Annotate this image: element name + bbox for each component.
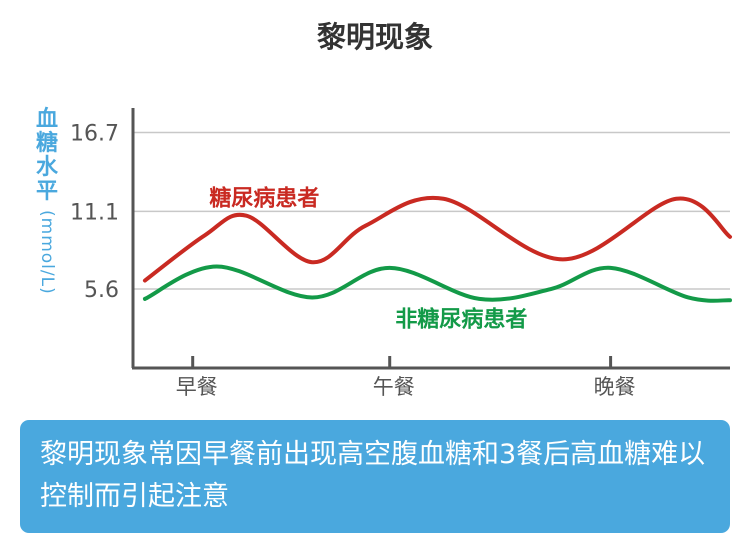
y-axis-label: 血糖水平 (mmol/L) xyxy=(34,108,60,295)
series-label-2: 非糖尿病患者 xyxy=(395,307,527,333)
axis-layer xyxy=(131,108,730,370)
y-axis-unit: (mmol/L) xyxy=(37,210,57,295)
y-tick-label: 5.6 xyxy=(84,278,119,303)
series-line-1 xyxy=(142,195,732,283)
grid-layer xyxy=(133,131,730,290)
series-line-2 xyxy=(142,264,732,303)
series-label-1: 糖尿病患者 xyxy=(209,185,319,211)
chart-title: 黎明现象 xyxy=(316,20,433,54)
x-tick-label: 早餐 xyxy=(176,375,218,399)
y-tick-label: 16.7 xyxy=(70,121,119,146)
y-axis-label-text: 血糖水平 xyxy=(35,107,58,204)
info-box: 黎明现象常因早餐前出现高空腹血糖和3餐后高血糖难以控制而引起注意 xyxy=(20,420,730,533)
y-tick-label: 11.1 xyxy=(70,200,119,225)
series-layer xyxy=(142,195,732,303)
x-tick-label: 午餐 xyxy=(373,375,415,399)
info-text: 黎明现象常因早餐前出现高空腹血糖和3餐后高血糖难以控制而引起注意 xyxy=(40,439,706,512)
x-tick-label: 晚餐 xyxy=(594,375,636,399)
